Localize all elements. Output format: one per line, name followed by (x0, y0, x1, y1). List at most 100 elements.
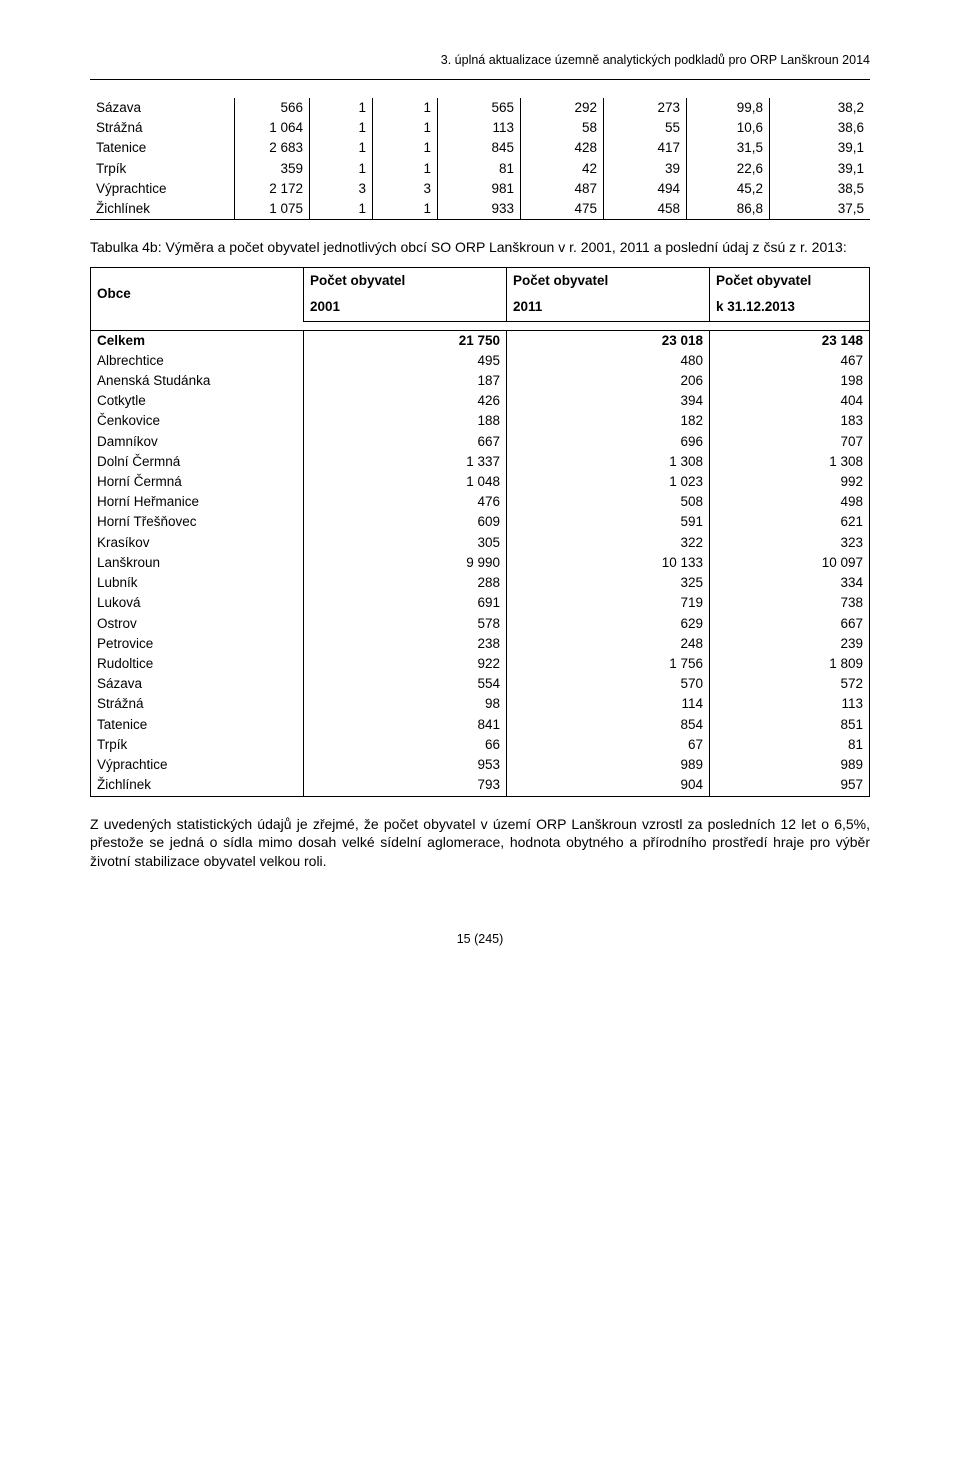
table-caption: Tabulka 4b: Výměra a počet obyvatel jedn… (90, 238, 870, 257)
cell: 495 (304, 351, 507, 371)
table-row: Lanškroun9 99010 13310 097 (91, 553, 870, 573)
cell: Sázava (91, 674, 304, 694)
table-row: Trpík3591181423922,639,1 (90, 159, 870, 179)
cell: 1 337 (304, 452, 507, 472)
cell: Žichlínek (91, 775, 304, 796)
cell: 565 (438, 98, 521, 118)
cell: Horní Třešňovec (91, 512, 304, 532)
cell: 554 (304, 674, 507, 694)
table-row: Petrovice238248239 (91, 634, 870, 654)
cell: 21 750 (304, 330, 507, 351)
cell: 9 990 (304, 553, 507, 573)
cell: Luková (91, 593, 304, 613)
cell: 922 (304, 654, 507, 674)
cell: 99,8 (687, 98, 770, 118)
cell: Rudoltice (91, 654, 304, 674)
cell: 793 (304, 775, 507, 796)
cell: 3 (373, 179, 438, 199)
cell: Výprachtice (91, 755, 304, 775)
cell: Cotkytle (91, 391, 304, 411)
col-2013-l1: Počet obyvatel (710, 268, 870, 295)
cell: 578 (304, 614, 507, 634)
cell: 31,5 (687, 138, 770, 158)
cell: 182 (507, 411, 710, 431)
table-row: Tatenice841854851 (91, 715, 870, 735)
table-row: Žichlínek793904957 (91, 775, 870, 796)
cell: Sázava (90, 98, 235, 118)
cell: 23 018 (507, 330, 710, 351)
cell: Albrechtice (91, 351, 304, 371)
cell: Anenská Studánka (91, 371, 304, 391)
table-row: Dolní Čermná1 3371 3081 308 (91, 452, 870, 472)
cell: 239 (710, 634, 870, 654)
table-row: Damníkov667696707 (91, 432, 870, 452)
cell: 1 809 (710, 654, 870, 674)
header-rule (90, 79, 870, 80)
cell: 476 (304, 492, 507, 512)
cell: 981 (438, 179, 521, 199)
cell: 854 (507, 715, 710, 735)
cell: Horní Čermná (91, 472, 304, 492)
cell: 621 (710, 512, 870, 532)
cell: 198 (710, 371, 870, 391)
cell: 1 (310, 199, 373, 220)
cell: 3 (310, 179, 373, 199)
table-row: Výprachtice953989989 (91, 755, 870, 775)
summary-paragraph: Z uvedených statistických údajů je zřejm… (90, 815, 870, 872)
cell: Dolní Čermná (91, 452, 304, 472)
cell: Celkem (91, 330, 304, 351)
cell: Čenkovice (91, 411, 304, 431)
cell: 187 (304, 371, 507, 391)
cell: 1 (310, 159, 373, 179)
cell: 667 (710, 614, 870, 634)
cell: 428 (521, 138, 604, 158)
cell: 591 (507, 512, 710, 532)
cell: 359 (235, 159, 310, 179)
table-row: Výprachtice2 1723398148749445,238,5 (90, 179, 870, 199)
cell: 38,2 (770, 98, 871, 118)
page-footer: 15 (245) (90, 931, 870, 948)
page: 3. úplná aktualizace územně analytických… (0, 0, 960, 988)
cell: 707 (710, 432, 870, 452)
cell: 292 (521, 98, 604, 118)
cell: 480 (507, 351, 710, 371)
cell: 58 (521, 118, 604, 138)
cell: 2 683 (235, 138, 310, 158)
cell: 114 (507, 694, 710, 714)
col-2011-l1: Počet obyvatel (507, 268, 710, 295)
page-header: 3. úplná aktualizace územně analytických… (90, 52, 870, 69)
cell: 498 (710, 492, 870, 512)
cell: 1 308 (710, 452, 870, 472)
cell: Strážná (90, 118, 235, 138)
cell: 1 308 (507, 452, 710, 472)
table-row: Albrechtice495480467 (91, 351, 870, 371)
cell: 325 (507, 573, 710, 593)
table-row: Horní Heřmanice476508498 (91, 492, 870, 512)
cell: 39,1 (770, 138, 871, 158)
cell: 334 (710, 573, 870, 593)
cell: 238 (304, 634, 507, 654)
cell: 417 (604, 138, 687, 158)
cell: Lubník (91, 573, 304, 593)
cell: 508 (507, 492, 710, 512)
cell: Lanškroun (91, 553, 304, 573)
cell: 957 (710, 775, 870, 796)
table-row: Ostrov578629667 (91, 614, 870, 634)
cell: 113 (710, 694, 870, 714)
cell: 22,6 (687, 159, 770, 179)
col-2013-l2: k 31.12.2013 (710, 294, 870, 321)
cell: 81 (438, 159, 521, 179)
cell: 1 064 (235, 118, 310, 138)
table-row: Horní Třešňovec609591621 (91, 512, 870, 532)
cell: 38,5 (770, 179, 871, 199)
cell: 322 (507, 533, 710, 553)
cell: 841 (304, 715, 507, 735)
cell: 458 (604, 199, 687, 220)
cell: 570 (507, 674, 710, 694)
col-2001-l1: Počet obyvatel (304, 268, 507, 295)
cell: 10 133 (507, 553, 710, 573)
cell: Výprachtice (90, 179, 235, 199)
table-row: Horní Čermná1 0481 023992 (91, 472, 870, 492)
cell: 691 (304, 593, 507, 613)
cell: 566 (235, 98, 310, 118)
